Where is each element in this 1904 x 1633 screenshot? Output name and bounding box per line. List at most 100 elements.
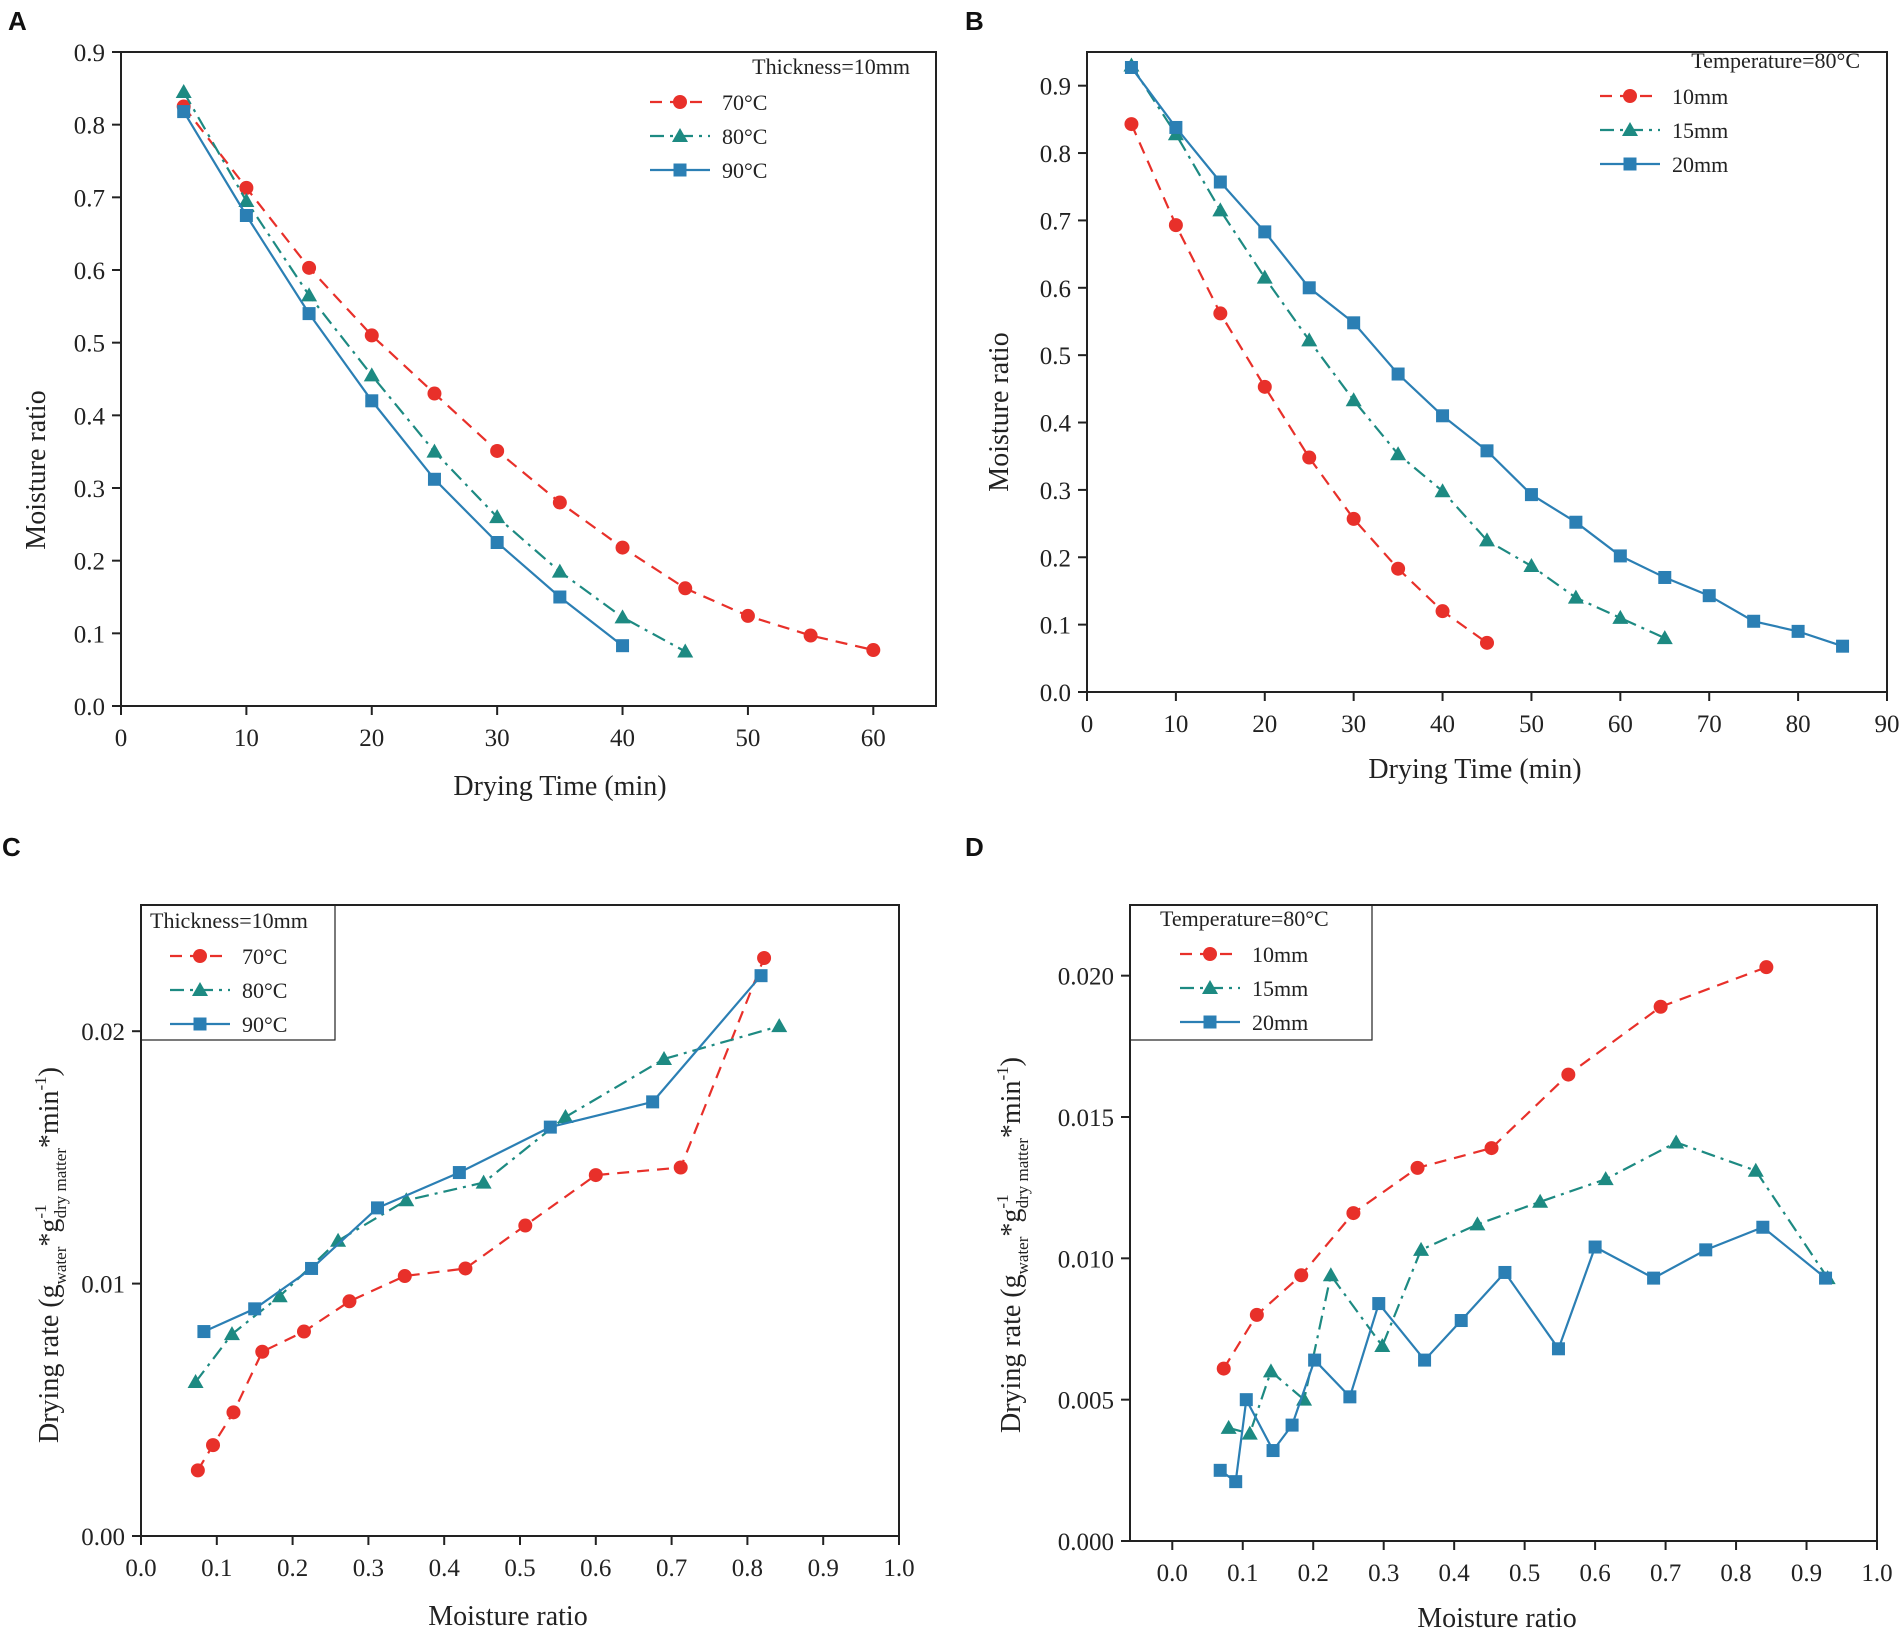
data-point [616,639,630,653]
x-tick-label: 0.3 [1368,1560,1399,1587]
plot-frame-a [120,51,937,707]
x-tick-label: 0.5 [504,1555,535,1582]
x-tick-label: 0.2 [277,1555,308,1582]
data-point [1347,316,1361,330]
data-point [678,581,693,596]
panel-c: C Drying rate (gwater*g-1dry matter*min-… [2,832,915,1632]
data-point [223,1326,240,1341]
data-point [1372,1297,1386,1311]
legend-marker [1622,122,1638,136]
data-point [427,472,441,486]
y-tick-label: 0.2 [1040,545,1071,572]
x-tick-label: 0.7 [1650,1560,1681,1587]
legend-marker [673,163,687,177]
data-point [1212,202,1229,217]
x-tick-label: 0.5 [1509,1560,1540,1587]
x-tick-label: 0.1 [201,1555,232,1582]
y-axis-label-c: Drying rate (gwater*g-1dry matter*min-1) [31,1067,70,1443]
legend-label: 90°C [722,158,767,183]
y-tick-label: 0.0 [1040,680,1071,707]
data-point [197,1325,211,1339]
data-point [489,509,506,524]
x-tick-label: 0 [115,725,128,752]
x-tick-label: 0.4 [429,1555,461,1582]
data-point [553,590,567,604]
y-tick-label: 0.6 [1040,276,1071,303]
x-tick-label: 10 [1163,711,1188,738]
data-point [1532,1193,1549,1208]
y-tick-label: 0.010 [1058,1246,1114,1273]
panel-d: D Drying rate (gwater*g-1dry matter*min-… [965,832,1893,1633]
x-tick-label: 0.1 [1227,1560,1258,1587]
data-point [551,563,568,578]
legend-title-d: Temperature=80°C [1160,906,1329,931]
panel-a: A Moisture ratio Drying Time (min) 0 10 20… [8,6,937,802]
y-tick-label: 0.015 [1058,1105,1114,1132]
panel-b: B Moisture ratio Drying Time (min) 0 10 20… [965,6,1900,785]
plot-frame-d [1129,904,1878,1542]
data-point [255,1344,270,1359]
data-point [248,1302,262,1316]
data-point [370,1201,384,1215]
data-point [1597,1171,1614,1186]
data-point [1220,1419,1237,1434]
legend-label: 10mm [1252,942,1308,967]
data-point [1213,1463,1227,1477]
x-tick-label: 0.9 [1791,1560,1822,1587]
data-point [1213,175,1227,189]
data-point [190,1463,205,1478]
x-axis-label-d: Moisture ratio [1417,1603,1576,1633]
y-tick-label: 0.000 [1058,1529,1114,1556]
legend-label: 15mm [1252,976,1308,1001]
data-point [615,540,630,555]
data-point [1124,60,1138,74]
data-point [1479,532,1495,547]
data-point [866,643,881,658]
data-point [458,1261,473,1276]
data-point [1302,281,1316,295]
data-point [614,609,631,624]
data-point [1647,1271,1661,1285]
y-axis-label-a: Moisture ratio [21,390,52,549]
x-tick-label: 60 [861,725,886,752]
legend-label: 80°C [722,124,767,149]
data-point [1410,1160,1425,1175]
panel-letter-d: D [965,832,984,862]
x-axis-label-c: Moisture ratio [428,1601,587,1632]
data-point [1435,604,1450,619]
data-point [239,209,253,222]
series-line-a-2 [182,91,686,653]
panel-letter-a: A [8,6,27,36]
data-point [1294,1268,1309,1283]
data-point [1668,1134,1685,1149]
data-point [1391,561,1406,576]
panel-letter-b: B [965,6,984,36]
y-tick-label: 0.020 [1058,964,1114,991]
series-line-b-2 [1130,64,1666,640]
x-tick-label: 20 [359,725,384,752]
data-point [364,328,379,343]
data-point [1213,306,1228,321]
legend-label: 90°C [242,1012,287,1037]
y-tick-label: 0.1 [1040,613,1071,640]
y-tick-label: 0.01 [81,1272,125,1299]
data-point [1285,1418,1299,1432]
data-point [305,1261,319,1275]
y-tick-label: 0.7 [74,185,105,212]
data-point [588,1168,603,1183]
data-point [754,969,768,983]
data-point [302,260,317,275]
x-tick-label: 30 [485,725,510,752]
data-point [1561,1067,1576,1082]
data-point [342,1294,357,1309]
legend-box-c [140,904,336,1041]
data-point [1434,483,1451,498]
data-point [1346,1206,1361,1221]
legend-label: 10mm [1672,84,1728,109]
data-point [1569,515,1583,529]
legend-marker [1202,980,1218,994]
legend-label: 80°C [242,978,287,1003]
series-line-d-2 [1228,1141,1829,1435]
data-point [490,443,505,458]
data-point [803,628,818,643]
